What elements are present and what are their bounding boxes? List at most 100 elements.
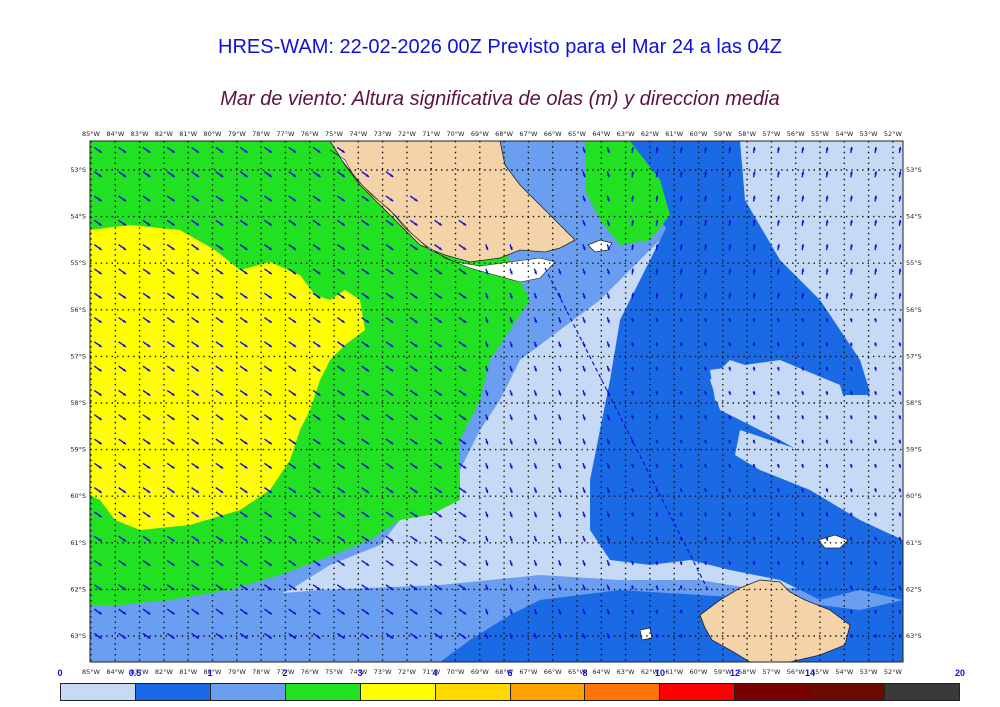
wave-direction-arrowhead xyxy=(849,318,853,323)
wave-direction-arrowhead xyxy=(463,514,467,518)
wave-direction-arrowhead xyxy=(801,537,804,541)
lon-tick-label: 61°W xyxy=(665,130,684,138)
wave-direction-arrowhead xyxy=(776,513,780,517)
lon-tick-label: 76°W xyxy=(301,130,320,138)
wave-direction-arrowhead xyxy=(849,440,853,444)
colorbar-segment xyxy=(735,684,811,700)
lon-tick-label: 70°W xyxy=(447,668,466,676)
wave-direction-arrowhead xyxy=(292,611,297,615)
lon-tick-label: 60°W xyxy=(690,668,709,676)
wave-direction-arrowhead xyxy=(317,587,321,590)
wave-direction-arrowhead xyxy=(195,538,199,542)
wave-direction-arrowhead xyxy=(220,295,224,299)
wave-direction-arrowhead xyxy=(341,489,345,493)
lon-tick-label: 84°W xyxy=(106,668,125,676)
colorbar-label: 10 xyxy=(654,668,666,678)
wave-direction-arrowhead xyxy=(898,440,902,444)
lon-tick-label: 57°W xyxy=(762,130,781,138)
wave-direction-arrowhead xyxy=(752,513,756,517)
wave-direction-arrowhead xyxy=(390,271,394,275)
wave-direction-arrowhead xyxy=(147,174,151,177)
lon-tick-label: 71°W xyxy=(422,130,441,138)
wave-direction-arrowhead xyxy=(98,417,102,420)
wave-direction-arrowhead xyxy=(365,344,369,347)
wave-direction-arrowhead xyxy=(195,562,199,566)
wave-direction-arrowhead xyxy=(268,441,272,445)
wave-direction-arrowhead xyxy=(801,513,804,517)
lon-tick-label: 68°W xyxy=(495,668,514,676)
wave-direction-arrowhead xyxy=(98,441,102,445)
wave-direction-arrowhead xyxy=(463,611,467,615)
wave-direction-arrowhead xyxy=(414,441,418,445)
wave-direction-arrowhead xyxy=(776,244,780,248)
band-0-05-patch xyxy=(710,360,850,450)
wave-direction-arrowhead xyxy=(171,246,175,250)
wave-direction-arrowhead xyxy=(463,368,467,372)
wave-direction-arrowhead xyxy=(268,392,272,396)
wave-direction-arrowhead xyxy=(679,586,683,590)
lon-tick-label: 68°W xyxy=(495,130,514,138)
wave-direction-arrowhead xyxy=(703,489,707,493)
wave-direction-arrowhead xyxy=(485,344,489,348)
wave-direction-arrowhead xyxy=(341,417,345,420)
wave-direction-arrowhead xyxy=(728,391,731,395)
wave-direction-arrowhead xyxy=(341,222,345,226)
wave-direction-arrowhead xyxy=(268,246,272,250)
wave-direction-arrowhead xyxy=(752,561,756,566)
wave-direction-arrowhead xyxy=(485,368,489,372)
wave-direction-arrowhead xyxy=(558,271,562,275)
wave-direction-arrowhead xyxy=(122,538,126,542)
wave-direction-arrowhead xyxy=(582,538,586,542)
wave-direction-arrowhead xyxy=(874,292,878,296)
wave-direction-arrowhead xyxy=(220,222,224,226)
wave-direction-arrowhead xyxy=(292,489,297,493)
wave-direction-arrowhead xyxy=(147,344,151,347)
wave-direction-arrowhead xyxy=(390,368,394,372)
wave-direction-arrowhead xyxy=(558,368,562,372)
wave-direction-arrowhead xyxy=(195,271,199,275)
wave-direction-arrowhead xyxy=(341,319,345,323)
wave-direction-arrowhead xyxy=(534,295,537,299)
wave-direction-arrowhead xyxy=(509,246,513,251)
wave-direction-arrowhead xyxy=(365,174,369,177)
colorbar-segment xyxy=(61,684,136,700)
wave-direction-arrowhead xyxy=(147,562,151,566)
colorbar-segment xyxy=(510,684,586,700)
wave-direction-arrowhead xyxy=(122,587,126,590)
wave-direction-arrowhead xyxy=(463,417,467,420)
wave-direction-arrowhead xyxy=(98,489,102,493)
wave-direction-arrowhead xyxy=(558,562,562,566)
wave-direction-arrowhead xyxy=(317,149,321,153)
wave-direction-arrowhead xyxy=(292,174,297,177)
wave-direction-arrowhead xyxy=(825,343,829,347)
wave-direction-arrowhead xyxy=(98,611,102,615)
wave-direction-arrowhead xyxy=(268,417,272,420)
wave-direction-arrowhead xyxy=(122,246,126,250)
wave-direction-arrowhead xyxy=(704,147,707,151)
lon-tick-label: 78°W xyxy=(252,668,271,676)
wave-direction-arrowhead xyxy=(801,440,804,444)
wave-direction-arrowhead xyxy=(365,538,369,542)
wave-direction-arrowhead xyxy=(728,343,731,347)
wave-direction-arrowhead xyxy=(606,246,610,251)
wave-direction-arrowhead xyxy=(534,587,537,591)
wave-direction-arrowhead xyxy=(655,171,659,175)
wave-direction-arrowhead xyxy=(268,344,272,347)
wave-direction-arrowhead xyxy=(631,244,635,248)
wave-direction-arrowhead xyxy=(414,392,418,396)
wave-direction-arrowhead xyxy=(341,246,345,250)
wave-direction-arrowhead xyxy=(606,465,610,469)
wave-direction-arrowhead xyxy=(534,271,537,275)
wave-direction-arrowhead xyxy=(438,514,442,518)
wave-direction-arrowhead xyxy=(341,198,345,202)
wave-direction-arrowhead xyxy=(582,271,586,275)
wave-direction-arrowhead xyxy=(463,587,467,590)
wave-direction-arrowhead xyxy=(558,319,562,323)
wave-direction-arrowhead xyxy=(655,343,659,347)
wave-direction-arrowhead xyxy=(704,292,707,296)
wave-direction-arrowhead xyxy=(438,344,442,347)
wave-direction-arrowhead xyxy=(606,611,610,615)
wave-direction-arrowhead xyxy=(776,195,780,199)
wave-direction-arrowhead xyxy=(849,464,853,468)
wave-direction-arrowhead xyxy=(171,587,175,590)
